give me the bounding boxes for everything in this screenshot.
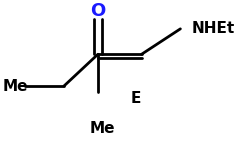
Text: Me: Me xyxy=(3,79,28,94)
Text: NHEt: NHEt xyxy=(191,21,235,36)
Text: Me: Me xyxy=(90,121,116,136)
Text: E: E xyxy=(130,91,141,106)
Text: O: O xyxy=(90,2,106,20)
